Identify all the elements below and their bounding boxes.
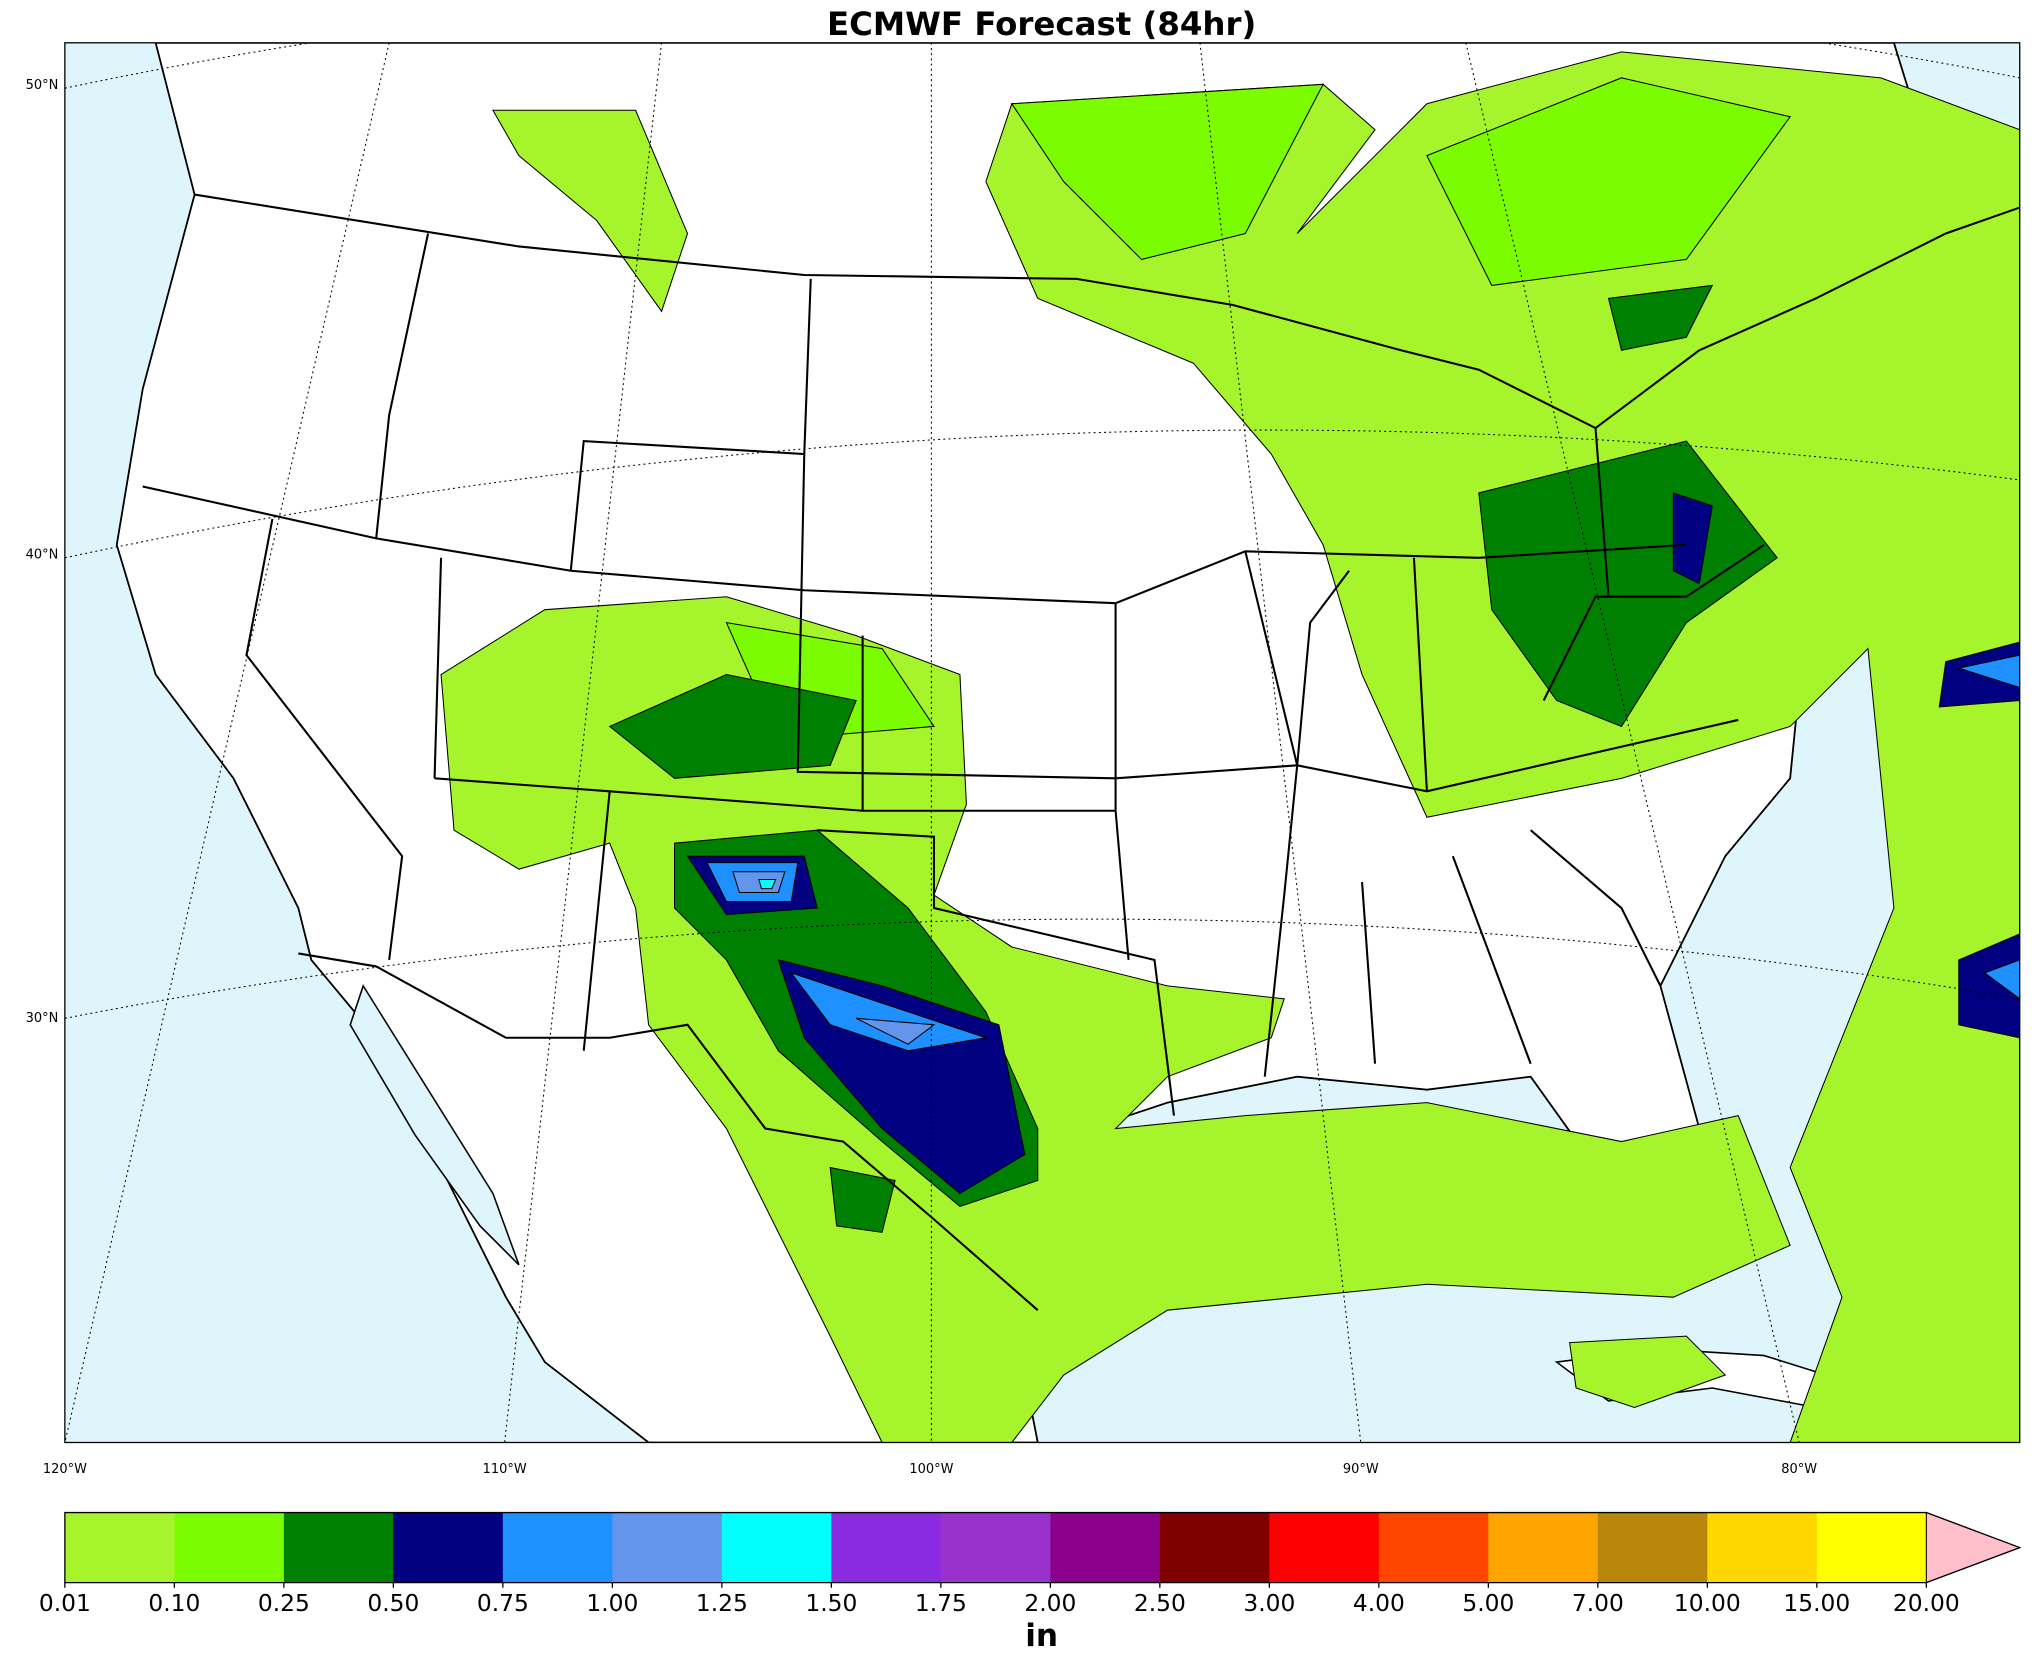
country-border bbox=[194, 193, 2020, 430]
meridian bbox=[1199, 42, 1362, 1443]
lat-labels: 50°N 40°N 30°N bbox=[26, 78, 59, 1026]
colorbar-label: in bbox=[1025, 1618, 1058, 1654]
map-frame bbox=[64, 42, 2021, 1444]
colorbar-segment bbox=[1816, 1512, 1927, 1583]
colorbar-extend bbox=[1925, 1511, 2022, 1584]
lat-label: 40°N bbox=[26, 548, 59, 563]
colorbar-segment bbox=[612, 1512, 723, 1583]
colorbar-tick-label: 2.50 bbox=[1134, 1589, 1186, 1617]
colorbar-tick-label: 0.50 bbox=[367, 1589, 419, 1617]
lat-label: 50°N bbox=[26, 78, 59, 93]
colorbar-tick-label: 15.00 bbox=[1783, 1589, 1850, 1617]
colorbar-tick-label: 1.25 bbox=[696, 1589, 748, 1617]
meridian bbox=[64, 42, 390, 1443]
colorbar-segment bbox=[1269, 1512, 1380, 1583]
colorbar-tick-label: 1.50 bbox=[805, 1589, 857, 1617]
precip-area bbox=[732, 871, 936, 1045]
meridian bbox=[504, 42, 663, 1443]
colorbar-segment bbox=[1707, 1512, 1818, 1583]
precip-area bbox=[440, 596, 1791, 1443]
colorbar-segment bbox=[64, 1512, 175, 1583]
lon-label: 100°W bbox=[909, 1462, 953, 1477]
colorbar-tick-label: 0.10 bbox=[148, 1589, 200, 1617]
graticule bbox=[64, 42, 2020, 1443]
colorbar-tick-label: 1.00 bbox=[586, 1589, 638, 1617]
colorbar-tick-label: 7.00 bbox=[1572, 1589, 1624, 1617]
colorbar-tick-label: 2.00 bbox=[1024, 1589, 1076, 1617]
colorbar-tick-label: 0.01 bbox=[39, 1589, 91, 1617]
colorbar-tick-label: 3.00 bbox=[1243, 1589, 1295, 1617]
colorbar-tick-label: 20.00 bbox=[1893, 1589, 1960, 1617]
colorbar-segment bbox=[721, 1512, 832, 1583]
colorbar-tick-label: 4.00 bbox=[1353, 1589, 1405, 1617]
gulf-of-california bbox=[349, 984, 520, 1266]
colorbar-segment bbox=[1488, 1512, 1599, 1583]
colorbar-tick-label: 5.00 bbox=[1462, 1589, 1514, 1617]
precip-area bbox=[706, 654, 2020, 1052]
colorbar-segment bbox=[940, 1512, 1051, 1583]
colorbar-tick-label: 0.75 bbox=[477, 1589, 529, 1617]
lon-label: 110°W bbox=[483, 1462, 527, 1477]
colorbar-segment bbox=[1159, 1512, 1270, 1583]
map bbox=[64, 42, 2020, 1443]
parallel bbox=[64, 918, 2020, 1019]
meridian bbox=[1465, 42, 1800, 1443]
precip-area bbox=[1569, 1335, 1727, 1409]
colorbar-segment bbox=[1597, 1512, 1708, 1583]
country-border bbox=[298, 952, 1039, 1311]
colorbar-segment bbox=[174, 1512, 285, 1583]
colorbar-tick-label: 0.25 bbox=[258, 1589, 310, 1617]
precip-area bbox=[686, 492, 2020, 1195]
colorbar-segment bbox=[283, 1512, 394, 1583]
parallel bbox=[64, 429, 2020, 559]
colorbar-outline bbox=[64, 1511, 2022, 1584]
colorbar-segment bbox=[1050, 1512, 1161, 1583]
colorbar-segment bbox=[502, 1512, 613, 1583]
colorbar-tick-label: 10.00 bbox=[1674, 1589, 1741, 1617]
lon-label: 120°W bbox=[43, 1462, 87, 1477]
title: ECMWF Forecast (84hr) bbox=[827, 5, 1256, 43]
state-borders bbox=[142, 233, 1765, 1116]
colorbar-segment bbox=[1378, 1512, 1489, 1583]
lon-label: 90°W bbox=[1343, 1462, 1379, 1477]
colorbar: 0.01 0.10 0.25 0.50 0.75 1.00 1.25 1.50 1.75 2.00… bbox=[39, 1511, 2022, 1617]
lat-label: 30°N bbox=[26, 1011, 59, 1026]
colorbar-tick-label: 1.75 bbox=[915, 1589, 967, 1617]
precip-area bbox=[492, 109, 689, 313]
colorbar-segment bbox=[831, 1512, 942, 1583]
colorbar-segment bbox=[393, 1512, 504, 1583]
borders bbox=[142, 193, 2020, 1311]
lon-label: 80°W bbox=[1781, 1462, 1817, 1477]
precipitation bbox=[440, 51, 2020, 1443]
precip-area bbox=[758, 878, 777, 890]
precip-area bbox=[985, 51, 2020, 1443]
lon-labels: 120°W 110°W 100°W 90°W 80°W bbox=[43, 1462, 1817, 1477]
